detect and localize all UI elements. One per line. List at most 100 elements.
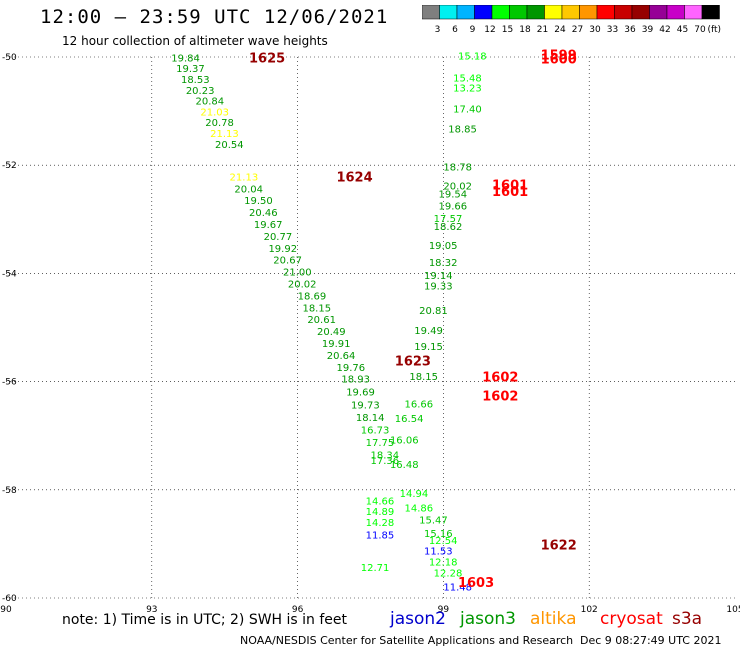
wave-height-value: 14.94 <box>400 489 429 500</box>
wave-height-value: 16.54 <box>395 414 424 425</box>
y-tick-label: -56 <box>2 378 17 388</box>
wave-height-value: 18.78 <box>443 163 472 174</box>
track-number-label: 1601 <box>492 185 528 200</box>
colorbar-tick: 12 <box>484 25 495 35</box>
wave-height-value: 20.78 <box>205 118 234 129</box>
colorbar-tick: 15 <box>502 25 513 35</box>
x-tick-label: 96 <box>292 605 304 615</box>
colorbar-tick: 18 <box>519 25 531 35</box>
wave-height-value: 12.71 <box>361 563 390 574</box>
wave-height-value: 18.62 <box>434 222 463 233</box>
wave-height-value: 18.34 <box>371 450 400 461</box>
wave-height-value: 19.73 <box>351 401 380 412</box>
wave-height-value: 15.18 <box>458 52 487 63</box>
wave-height-value: 19.92 <box>268 244 297 255</box>
wave-height-value: 12.28 <box>434 568 463 579</box>
x-tick-label: 99 <box>438 605 450 615</box>
wave-height-value: 12.54 <box>429 536 458 547</box>
wave-height-value: 19.91 <box>322 339 351 350</box>
x-tick-label: 105 <box>726 605 740 615</box>
colorbar-tick: 9 <box>470 25 476 35</box>
wave-height-value: 15.48 <box>453 73 482 84</box>
legend-jason3: jason3 <box>460 609 516 629</box>
wave-height-value: 14.89 <box>366 507 395 518</box>
wave-height-value: 17.75 <box>366 438 395 449</box>
wave-height-value: 15.47 <box>419 515 448 526</box>
wave-height-value: 20.81 <box>419 306 448 317</box>
track-number-label: 1600 <box>541 52 577 67</box>
colorbar-tick: 39 <box>642 25 654 35</box>
wave-height-value: 20.84 <box>196 97 225 108</box>
track-number-label: 1599 <box>541 49 577 64</box>
track-number-label: 1601 <box>492 179 528 194</box>
wave-height-value: 21.03 <box>200 107 229 118</box>
wave-height-colorbar: 3 6 9 12 15 18 21 24 27 30 33 36 39 42 45 70 (ft) <box>422 5 722 35</box>
y-tick-label: -58 <box>2 486 17 496</box>
wave-height-value: 18.15 <box>302 303 331 314</box>
wave-height-value: 21.13 <box>230 172 259 183</box>
legend-jason2: jason2 <box>390 609 446 629</box>
wave-height-value: 12.18 <box>429 558 458 569</box>
colorbar-tick: 33 <box>607 25 618 35</box>
colorbar-tick: 70 <box>694 25 706 35</box>
wave-height-value: 19.14 <box>424 271 453 282</box>
colorbar-tick: 6 <box>452 25 458 35</box>
wave-height-value: 11.48 <box>443 582 472 593</box>
wave-height-value: 11.53 <box>424 547 453 558</box>
colorbar-tick: 3 <box>435 25 441 35</box>
wave-height-value: 20.67 <box>273 256 302 267</box>
wave-height-value: 20.64 <box>327 351 356 362</box>
wave-height-value: 18.14 <box>356 413 385 424</box>
colorbar-tick: 30 <box>589 25 601 35</box>
wave-height-value: 18.69 <box>298 291 327 302</box>
wave-height-value: 17.36 <box>371 456 400 467</box>
plot-grid <box>6 56 735 599</box>
wave-height-value: 18.93 <box>341 375 370 386</box>
footer-credit: NOAA/NESDIS Center for Satellite Applica… <box>240 634 574 647</box>
wave-height-value: 18.53 <box>181 75 210 86</box>
map-subtitle: 12 hour collection of altimeter wave hei… <box>62 34 328 48</box>
wave-height-value: 14.66 <box>366 496 395 507</box>
wave-height-value: 14.28 <box>366 518 395 529</box>
track-number-label: 1602 <box>482 371 518 386</box>
track-number-label: 1624 <box>336 170 372 185</box>
wave-height-value: 13.23 <box>453 84 482 95</box>
colorbar-swatch <box>701 5 720 20</box>
y-tick-label: -60 <box>2 594 17 604</box>
wave-height-value: 11.85 <box>366 530 395 541</box>
wave-height-value: 17.57 <box>434 214 463 225</box>
wave-height-value: 20.46 <box>249 208 278 219</box>
track-number-label: 1622 <box>541 538 577 553</box>
y-tick-label: -54 <box>2 269 17 279</box>
wave-height-value: 16.73 <box>361 426 390 437</box>
legend-altika: altika <box>530 609 577 629</box>
wave-height-value: 19.69 <box>346 388 375 399</box>
wave-height-value: 19.37 <box>176 64 205 75</box>
wave-height-value: 19.54 <box>439 190 468 201</box>
x-tick-label: 102 <box>581 605 598 615</box>
y-tick-label: -50 <box>2 53 17 63</box>
legend-cryosat: cryosat <box>600 609 663 629</box>
wave-height-value: 19.66 <box>439 202 468 213</box>
wave-height-value: 20.54 <box>215 140 244 151</box>
colorbar-tick: 21 <box>537 25 548 35</box>
wave-height-value: 19.05 <box>429 241 458 252</box>
wave-height-value: 19.50 <box>244 196 273 207</box>
wave-height-value: 20.04 <box>234 184 263 195</box>
map-title: 12:00 — 23:59 UTC 12/06/2021 <box>40 6 389 28</box>
wave-height-value: 20.61 <box>307 315 336 326</box>
wave-height-value: 15.16 <box>424 529 453 540</box>
track-number-label: 1602 <box>482 390 518 405</box>
x-tick-label: 90 <box>0 605 12 615</box>
wave-height-value: 19.49 <box>414 326 443 337</box>
colorbar-unit: (ft) <box>708 25 722 35</box>
colorbar-tick: 24 <box>554 25 566 35</box>
track-number-label: 1623 <box>395 354 431 369</box>
wave-height-value: 20.77 <box>264 232 293 243</box>
wave-height-value: 18.32 <box>429 258 458 269</box>
wave-height-value: 20.23 <box>186 86 215 97</box>
wave-height-value: 16.48 <box>390 460 419 471</box>
track-number-label: 1625 <box>249 51 285 66</box>
